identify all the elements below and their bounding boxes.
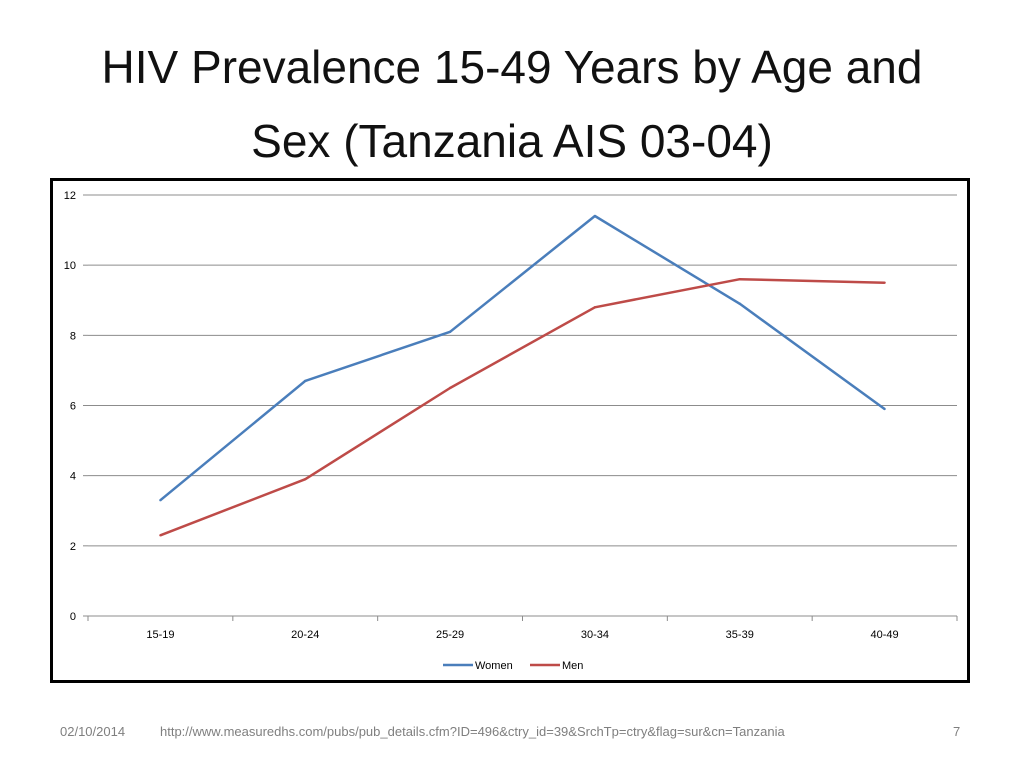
line-chart: 0 2 4 6 8 10 12 15-19 20-24 25-29 30-34 35-39 40-49 W… [64, 190, 958, 672]
x-tick-label: 30-34 [581, 629, 609, 641]
y-tick-label: 2 [70, 541, 76, 553]
series-line-men [159, 277, 885, 537]
y-tick-label: 6 [70, 401, 76, 413]
title-line-2: Sex (Tanzania AIS 03-04) [251, 115, 773, 167]
x-tick-label: 25-29 [436, 629, 464, 641]
y-tick-label: 12 [64, 190, 76, 202]
title-line-1: HIV Prevalence 15-49 Years by Age and [101, 41, 923, 93]
x-tick-label: 15-19 [146, 629, 174, 641]
data-point-men-4 [738, 278, 741, 281]
x-tick-label: 40-49 [871, 629, 899, 641]
x-tick-label: 20-24 [291, 629, 319, 641]
legend-label-men: Men [562, 660, 583, 672]
x-tick-label: 35-39 [726, 629, 754, 641]
data-point-women-2 [448, 330, 452, 334]
footer-source-url: http://www.measuredhs.com/pubs/pub_detai… [160, 724, 785, 739]
legend-label-women: Women [475, 660, 513, 672]
data-point-men-0 [159, 534, 162, 537]
data-point-men-3 [593, 306, 597, 309]
data-point-men-2 [448, 386, 452, 390]
data-point-women-1 [304, 379, 307, 383]
footer-page-number: 7 [953, 724, 961, 739]
slide-title: HIV Prevalence 15-49 Years by Age and Se… [0, 30, 1024, 178]
data-point-women-3 [593, 214, 597, 218]
footer-date: 02/10/2014 [60, 724, 126, 739]
y-tick-label: 8 [70, 330, 76, 342]
series-line-women [159, 214, 886, 502]
data-point-men-5 [883, 281, 886, 284]
chart-frame: 0 2 4 6 8 10 12 15-19 20-24 25-29 30-34 35-39 40-49 W… [50, 178, 970, 683]
data-point-women-5 [883, 407, 886, 411]
y-tick-label: 0 [70, 611, 76, 623]
data-point-women-4 [738, 302, 741, 305]
data-point-men-1 [304, 477, 307, 481]
y-tick-label: 10 [64, 260, 76, 272]
data-point-women-0 [159, 499, 162, 502]
y-tick-label: 4 [70, 471, 76, 483]
